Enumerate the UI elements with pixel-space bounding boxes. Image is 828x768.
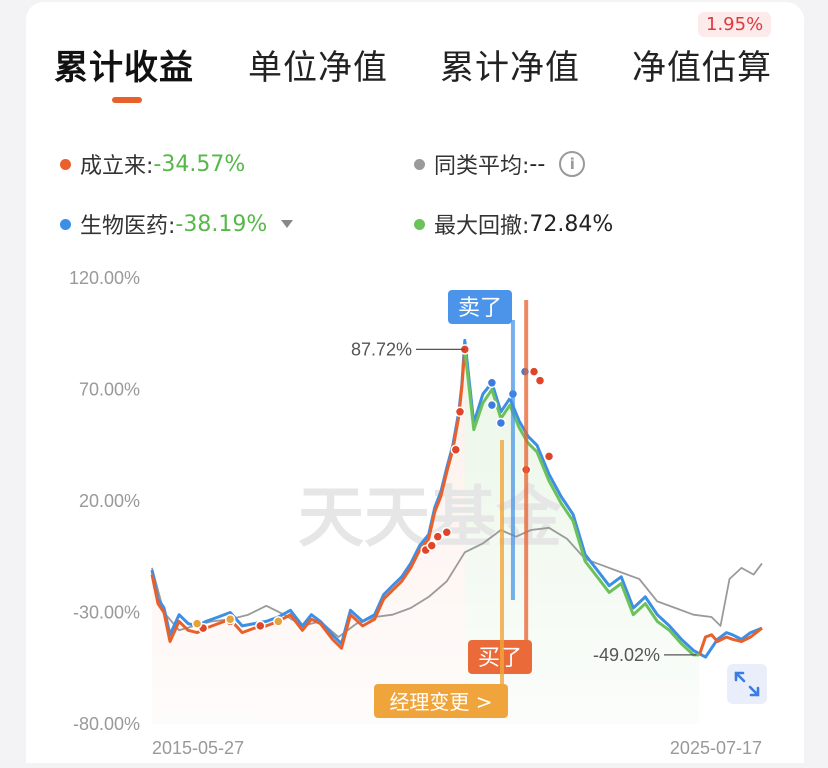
manager-change-tag	[374, 684, 508, 718]
legend-peer-value: --	[529, 151, 546, 177]
sell-tag-label: 卖了	[458, 296, 502, 321]
series-line	[150, 349, 467, 650]
sell-marker	[528, 366, 540, 377]
active-tab-underline	[112, 97, 142, 103]
peak-label: 87.72%	[351, 339, 412, 359]
caret-down-icon[interactable]	[281, 220, 294, 228]
tab-cumulative-return[interactable]: 累计收益	[54, 48, 194, 88]
series-line	[463, 349, 700, 657]
manager-guide	[500, 440, 504, 684]
y-tick-label: 20.00%	[79, 491, 140, 511]
manager-marker	[224, 613, 236, 625]
y-tick-label: 70.00%	[79, 380, 140, 400]
y-tick-label: -30.00%	[73, 603, 140, 623]
legend-fund-label: 成立来:	[80, 154, 154, 179]
expand-icon	[734, 671, 760, 697]
y-tick-label: 120.00%	[69, 268, 140, 288]
legend-peer: 同类平均: -- i	[414, 148, 586, 180]
sell-marker	[432, 531, 443, 542]
y-tick-label: -80.00%	[73, 714, 140, 734]
x-end-label: 2025-07-17	[670, 738, 762, 758]
legend-benchmark-value: -38.19%	[175, 211, 268, 237]
tab-nav-estimate[interactable]: 净值估算	[632, 48, 772, 88]
tab-accumulated-nav[interactable]: 累计净值	[440, 48, 580, 88]
legend-fund: 成立来: -34.57%	[60, 148, 245, 180]
buy-marker	[486, 399, 498, 411]
sell-marker	[255, 620, 266, 632]
sell-marker	[450, 444, 462, 455]
legend-drawdown: 最大回撤: 72.84%	[414, 208, 613, 240]
sell-marker	[454, 406, 466, 418]
series-line	[697, 626, 763, 656]
legend-benchmark-label: 生物医药:	[80, 214, 176, 239]
legend-benchmark-dot	[60, 218, 71, 230]
manager-marker	[191, 618, 203, 629]
chart-tabs: 累计收益 单位净值 累计净值 净值估算	[26, 40, 804, 90]
legend-drawdown-label: 最大回撤:	[434, 214, 530, 239]
legend-drawdown-dot	[414, 218, 425, 230]
sell-marker	[543, 451, 555, 462]
manager-marker	[273, 616, 284, 627]
series-area-fill	[152, 349, 465, 724]
legend-peer-dot	[414, 158, 425, 170]
tab-unit-nav[interactable]: 单位净值	[248, 48, 388, 88]
buy-marker	[486, 377, 498, 389]
buy-marker	[495, 417, 507, 429]
legend-benchmark[interactable]: 生物医药: -38.19%	[60, 208, 294, 240]
legend-fund-value: -34.57%	[153, 151, 246, 177]
info-icon[interactable]: i	[559, 151, 586, 177]
sell-marker	[534, 375, 546, 386]
expand-chart-button[interactable]	[727, 664, 767, 704]
estimate-badge: 1.95%	[698, 12, 772, 37]
legend-peer-label: 同类平均:	[434, 154, 530, 179]
sell-marker	[441, 526, 453, 538]
legend-fund-dot	[60, 158, 71, 170]
sell-tag	[448, 290, 512, 324]
series-area-fill	[464, 349, 700, 724]
manager-change-label: 经理变更 >	[389, 690, 492, 714]
trough-label: -49.02%	[593, 645, 660, 665]
legend-drawdown-value: 72.84%	[529, 211, 614, 237]
sell-guide	[510, 320, 515, 600]
sell-marker	[426, 540, 437, 551]
series-line	[151, 526, 763, 638]
x-start-label: 2015-05-27	[152, 738, 244, 758]
buy-guide	[524, 300, 529, 640]
